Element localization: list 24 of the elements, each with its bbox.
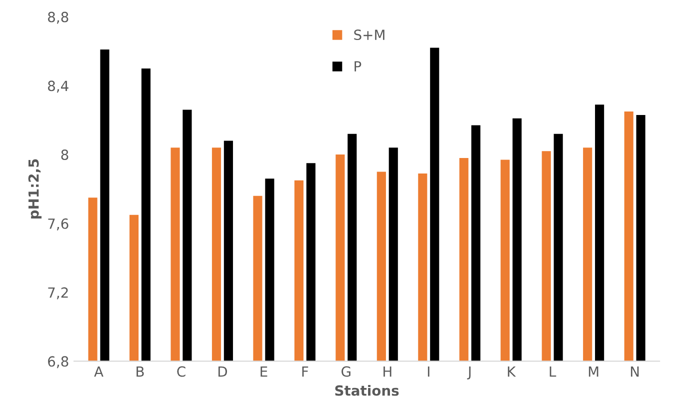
y-tick-label: 7,6 — [48, 218, 68, 230]
x-tick-label: F — [302, 366, 308, 377]
x-tick-label: H — [384, 366, 392, 377]
x-tick-label: B — [136, 366, 144, 377]
x-axis-title: Stations — [335, 385, 399, 396]
x-tick-label: E — [260, 366, 268, 377]
y-tick-label: 7,2 — [48, 287, 68, 300]
x-tick-label: C — [177, 366, 186, 377]
x-tick-label: J — [467, 366, 471, 380]
y-axis-title: pH1:2,5 — [28, 159, 42, 219]
legend-label: P — [354, 61, 362, 72]
y-tick-label: 8,8 — [48, 12, 68, 24]
y-tick-label: 8,4 — [48, 80, 68, 93]
x-tick-label: G — [342, 366, 350, 377]
x-tick-label: M — [588, 366, 598, 377]
x-tick-label: I — [428, 366, 430, 377]
legend-label: S+M — [354, 30, 384, 40]
y-tick-label: 8 — [61, 150, 68, 160]
x-tick-label: N — [630, 366, 639, 377]
y-tick-label: 6,8 — [48, 356, 68, 368]
x-tick-label: K — [508, 366, 516, 377]
x-tick-label: A — [94, 366, 104, 377]
x-tick-label: L — [550, 366, 556, 377]
x-tick-label: D — [218, 366, 227, 377]
